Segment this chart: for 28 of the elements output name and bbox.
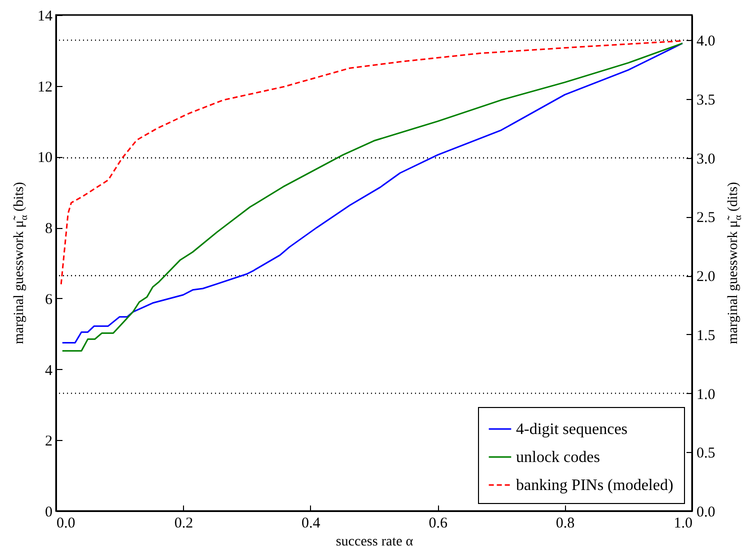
x-tick-label: 0.6 (428, 516, 448, 532)
x-tick-label: 0.4 (302, 516, 321, 532)
y2-tick-label: 1.0 (696, 386, 716, 403)
y-tick-label: 8 (45, 221, 52, 238)
y2-tick-label: 0.5 (696, 446, 716, 462)
legend-label: unlock codes (516, 449, 600, 466)
y-tick-label: 10 (38, 150, 52, 166)
y-tick-label: 4 (45, 362, 53, 379)
y2-tick-label: 1.5 (696, 328, 716, 344)
line-series (60, 40, 684, 286)
y-tick-label: 14 (38, 8, 53, 24)
y2-tick-label: 3.5 (696, 92, 716, 109)
x-tick-label: 0.8 (556, 516, 575, 532)
y2-tick-label: 4.0 (696, 34, 716, 50)
y-tick-label: 0 (45, 504, 52, 520)
y2-tick-label: 2.5 (696, 210, 716, 226)
y2-tick-label: 2.0 (696, 269, 716, 286)
y2-tick-label: 3.0 (696, 151, 716, 168)
legend-label: 4-digit sequences (516, 421, 628, 438)
y-tick-label: 12 (38, 79, 52, 96)
x-tick-label: 0.0 (56, 516, 76, 532)
y-tick-label: 2 (45, 434, 52, 450)
y-tick-label: 6 (45, 292, 53, 308)
x-tick-label: 0.2 (174, 516, 194, 532)
x-axis-title: success rate α (336, 534, 414, 547)
legend-label: banking PINs (modeled) (516, 477, 674, 494)
y2-tick-label: 0.0 (696, 504, 716, 520)
x-tick-label: 1.0 (674, 516, 692, 532)
